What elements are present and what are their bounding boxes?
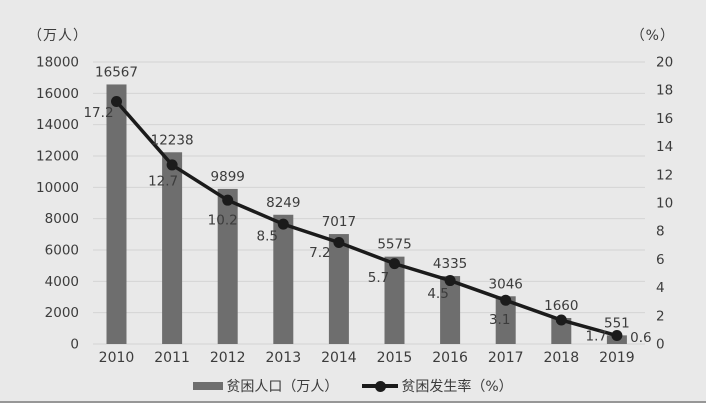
x-axis-tick: 2016 <box>432 350 468 366</box>
y-axis-tick-left: 0 <box>70 337 79 353</box>
rate-value-label: 8.5 <box>257 229 278 245</box>
rate-line <box>115 100 618 338</box>
bar-value-label: 3046 <box>489 276 523 292</box>
bar-value-label: 551 <box>604 315 630 331</box>
rate-value-label: 10.2 <box>208 213 238 229</box>
line-point <box>444 275 456 287</box>
bar-value-label: 5575 <box>377 237 411 253</box>
left-axis-title: （万人） <box>28 28 88 44</box>
bar-2015 <box>384 256 405 344</box>
legend-item-line-series: 贫困发生率（%） <box>362 376 513 396</box>
y-axis-tick-right: 16 <box>656 111 673 127</box>
y-axis-tick-left: 8000 <box>45 211 79 227</box>
y-axis-tick-right: 12 <box>656 167 673 183</box>
x-axis-tick: 2010 <box>99 350 135 366</box>
line-point <box>166 159 178 171</box>
legend-item-bar-series: 贫困人口（万人） <box>193 376 338 396</box>
rate-value-label: 0.6 <box>630 330 651 346</box>
bar-value-label: 4335 <box>433 256 467 272</box>
y-axis-tick-left: 16000 <box>36 86 79 102</box>
y-axis-tick-right: 8 <box>656 224 665 240</box>
bar-2011 <box>162 152 183 344</box>
bar-value-label: 12238 <box>151 132 194 148</box>
bar-2012 <box>217 188 238 344</box>
line-point <box>111 95 122 107</box>
bar-value-label: 7017 <box>322 214 356 230</box>
bar-2013 <box>273 214 294 344</box>
line-point <box>611 330 623 342</box>
bar-value-label: 8249 <box>266 195 300 211</box>
bar-2016 <box>440 276 461 344</box>
rate-value-label: 3.1 <box>489 312 510 328</box>
line-series-swatch-icon <box>362 380 399 392</box>
y-axis-tick-left: 2000 <box>45 305 79 321</box>
x-axis-tick: 2018 <box>543 350 579 366</box>
line-point <box>500 294 512 306</box>
right-axis-title: （%） <box>630 28 675 44</box>
line-point <box>222 194 234 206</box>
bar-value-label: 9899 <box>211 169 245 185</box>
chart-legend: 贫困人口（万人） 贫困发生率（%） <box>0 376 706 396</box>
y-axis-tick-right: 2 <box>656 308 665 324</box>
rate-value-label: 1.7 <box>586 329 607 345</box>
x-axis-tick: 2013 <box>265 350 301 366</box>
y-axis-tick-right: 18 <box>656 83 673 99</box>
legend-line-label: 贫困发生率（%） <box>401 379 513 395</box>
y-axis-tick-right: 10 <box>656 196 673 212</box>
y-axis-tick-right: 20 <box>656 55 673 71</box>
line-point <box>333 236 345 248</box>
rate-value-label: 17.2 <box>83 105 113 121</box>
y-axis-tick-right: 4 <box>656 280 665 296</box>
bar-2014 <box>328 234 349 344</box>
rate-value-label: 5.7 <box>368 270 389 286</box>
x-axis-tick: 2015 <box>377 350 413 366</box>
y-axis-tick-left: 10000 <box>36 180 79 196</box>
x-axis-tick: 2014 <box>321 350 357 366</box>
x-axis-tick: 2019 <box>599 350 635 366</box>
line-point <box>389 258 400 270</box>
bar-value-label: 1660 <box>544 298 578 314</box>
rate-value-label: 4.5 <box>427 286 448 302</box>
rate-value-label: 7.2 <box>309 245 330 261</box>
y-axis-tick-left: 4000 <box>45 274 79 290</box>
y-axis-tick-left: 6000 <box>45 243 79 259</box>
rate-value-label: 12.7 <box>148 173 178 189</box>
bar-2017 <box>495 296 516 344</box>
legend-bar-label: 贫困人口（万人） <box>226 379 339 395</box>
bar-series-swatch-icon <box>193 382 224 390</box>
x-axis-tick: 2012 <box>210 350 246 366</box>
x-axis-tick: 2017 <box>488 350 524 366</box>
bar-value-label: 16567 <box>95 64 138 80</box>
bar-2010 <box>106 84 127 345</box>
bar-2018 <box>551 317 572 344</box>
y-axis-tick-right: 6 <box>656 252 665 268</box>
x-axis-tick: 2011 <box>154 350 190 366</box>
y-axis-tick-left: 12000 <box>36 149 79 165</box>
bottom-divider <box>0 401 706 403</box>
y-axis-tick-left: 18000 <box>36 55 79 71</box>
y-axis-tick-right: 14 <box>656 139 673 155</box>
y-axis-tick-right: 0 <box>656 337 665 353</box>
line-point <box>555 314 567 326</box>
y-axis-tick-left: 14000 <box>36 117 79 133</box>
line-point <box>277 218 289 230</box>
line-series-dot-icon <box>374 380 386 392</box>
